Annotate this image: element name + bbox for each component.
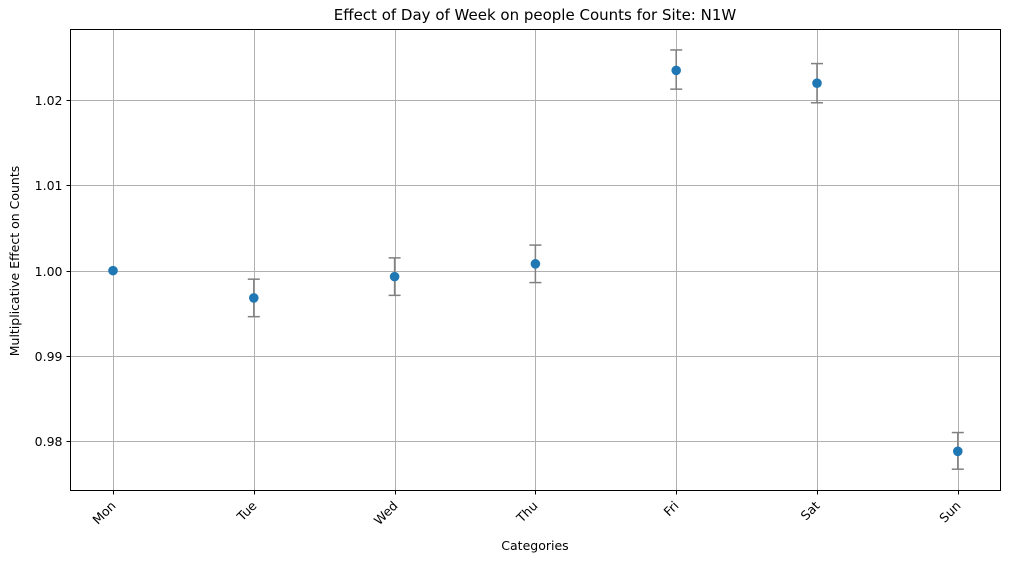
x-tick-label: Sat	[798, 498, 823, 523]
x-axis-label: Categories	[501, 538, 568, 553]
grid	[70, 29, 1001, 491]
x-axis-ticks: Mon Tue Wed Thu Fri Sat Sun	[89, 490, 964, 528]
data-point	[530, 259, 541, 269]
x-tick-label: Thu	[513, 498, 541, 526]
axes-frame	[70, 29, 1001, 491]
y-tick-label: 1.02	[35, 93, 63, 108]
y-tick-label: 0.98	[35, 434, 63, 449]
data-point	[671, 65, 681, 76]
x-tick-label: Tue	[233, 498, 260, 525]
x-tick-label: Sun	[936, 498, 963, 525]
x-tick-label: Fri	[660, 498, 681, 519]
data-point	[389, 271, 400, 282]
y-axis-ticks: 0.98 0.99 1.00 1.01 1.02	[35, 93, 71, 449]
data-point	[249, 293, 259, 303]
plot-area	[108, 49, 964, 470]
y-tick-label: 0.99	[35, 349, 63, 364]
x-tick-label: Mon	[89, 498, 118, 527]
x-tick-label: Wed	[371, 498, 401, 528]
data-point	[812, 78, 822, 88]
y-tick-label: 1.01	[35, 178, 63, 193]
y-tick-label: 1.00	[35, 264, 63, 279]
data-point	[953, 446, 963, 457]
y-axis-label: Multiplicative Effect on Counts	[7, 166, 22, 357]
data-point	[108, 265, 118, 276]
chart-title: Effect of Day of Week on people Counts f…	[334, 6, 737, 24]
